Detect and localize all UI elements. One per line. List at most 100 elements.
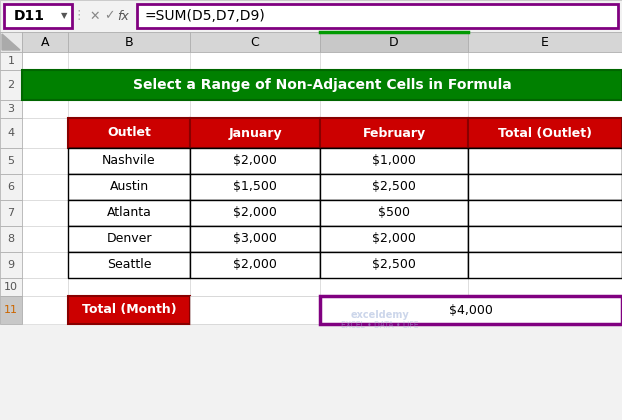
Bar — [320, 148, 468, 174]
Bar — [0, 252, 22, 278]
Bar — [22, 32, 68, 52]
Text: January: January — [228, 126, 282, 139]
Text: 7: 7 — [7, 208, 14, 218]
Bar — [468, 200, 622, 226]
Bar — [68, 174, 190, 200]
Bar — [22, 200, 68, 226]
Bar — [68, 252, 190, 278]
Text: exceldemy: exceldemy — [351, 310, 409, 320]
Text: $2,000: $2,000 — [233, 258, 277, 271]
Text: $2,000: $2,000 — [233, 155, 277, 168]
Bar — [0, 296, 22, 324]
Text: Seattle: Seattle — [107, 258, 151, 271]
Bar — [22, 148, 68, 174]
Bar — [190, 118, 320, 148]
Bar — [68, 200, 190, 226]
Text: Atlanta: Atlanta — [106, 207, 151, 220]
Text: 5: 5 — [7, 156, 14, 166]
Text: $2,000: $2,000 — [372, 233, 416, 246]
Bar — [0, 100, 22, 118]
Bar — [468, 118, 622, 148]
Bar — [190, 252, 320, 278]
Bar — [320, 278, 468, 296]
Text: $1,500: $1,500 — [233, 181, 277, 194]
Bar — [468, 148, 622, 174]
Bar — [0, 226, 22, 252]
Bar — [68, 278, 190, 296]
Bar — [190, 100, 320, 118]
Bar — [0, 70, 22, 100]
Bar — [468, 148, 622, 174]
Bar — [468, 100, 622, 118]
Bar — [320, 296, 468, 324]
Bar — [68, 100, 190, 118]
Bar — [468, 296, 622, 324]
Text: 11: 11 — [4, 305, 18, 315]
Bar — [468, 174, 622, 200]
Bar — [468, 174, 622, 200]
Text: C: C — [251, 36, 259, 48]
Text: 6: 6 — [7, 182, 14, 192]
Bar — [468, 252, 622, 278]
Text: Outlet: Outlet — [107, 126, 151, 139]
Bar — [190, 52, 320, 70]
Bar — [68, 296, 190, 324]
Bar — [190, 200, 320, 226]
Bar — [22, 296, 68, 324]
Bar — [190, 296, 320, 324]
Text: 9: 9 — [7, 260, 14, 270]
Bar — [468, 70, 622, 100]
Text: 10: 10 — [4, 282, 18, 292]
Text: Austin: Austin — [109, 181, 149, 194]
Text: =SUM(D5,D7,D9): =SUM(D5,D7,D9) — [145, 9, 266, 23]
Text: $2,000: $2,000 — [233, 207, 277, 220]
Bar — [22, 100, 68, 118]
Bar — [4, 4, 72, 28]
Text: February: February — [363, 126, 425, 139]
Bar — [68, 226, 190, 252]
Bar — [68, 52, 190, 70]
Bar — [468, 200, 622, 226]
Bar — [320, 296, 622, 324]
Bar — [468, 226, 622, 252]
Bar — [68, 32, 190, 52]
Bar — [0, 200, 22, 226]
Bar — [190, 278, 320, 296]
Bar — [320, 52, 468, 70]
Bar — [190, 148, 320, 174]
Bar — [0, 118, 22, 148]
Bar — [190, 296, 320, 324]
Bar — [468, 32, 622, 52]
Text: 1: 1 — [7, 56, 14, 66]
Text: Denver: Denver — [106, 233, 152, 246]
Bar — [320, 252, 468, 278]
Text: A: A — [41, 36, 49, 48]
Text: B: B — [124, 36, 133, 48]
Text: 8: 8 — [7, 234, 14, 244]
Text: $3,000: $3,000 — [233, 233, 277, 246]
Bar — [320, 32, 468, 52]
Text: Total (Month): Total (Month) — [81, 304, 176, 317]
Bar — [320, 148, 468, 174]
Bar — [68, 148, 190, 174]
Bar — [68, 118, 190, 148]
Text: ✓: ✓ — [104, 10, 114, 23]
Bar — [320, 252, 468, 278]
Bar — [320, 118, 468, 148]
Bar — [320, 174, 468, 200]
Bar — [320, 200, 468, 226]
Bar — [22, 70, 68, 100]
Bar — [190, 226, 320, 252]
Bar — [137, 4, 618, 28]
Text: $500: $500 — [378, 207, 410, 220]
Text: D11: D11 — [14, 9, 45, 23]
Bar — [320, 118, 468, 148]
Bar — [68, 148, 190, 174]
Bar — [22, 118, 68, 148]
Bar — [190, 174, 320, 200]
Bar — [0, 174, 22, 200]
Bar — [190, 200, 320, 226]
Bar — [320, 200, 468, 226]
Bar — [0, 0, 622, 32]
Bar — [0, 32, 22, 52]
